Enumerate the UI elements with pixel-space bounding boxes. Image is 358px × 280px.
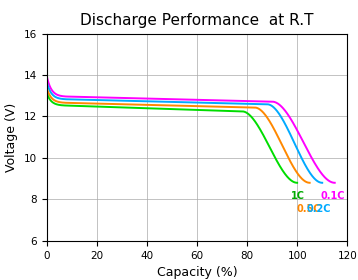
X-axis label: Capacity (%): Capacity (%) xyxy=(156,266,237,279)
Title: Discharge Performance  at R.T: Discharge Performance at R.T xyxy=(80,13,314,28)
Text: 0.2C: 0.2C xyxy=(307,204,331,214)
Y-axis label: Voltage (V): Voltage (V) xyxy=(5,102,18,172)
Text: 0.1C: 0.1C xyxy=(321,191,345,201)
Text: 0.5C: 0.5C xyxy=(297,204,321,214)
Text: 1C: 1C xyxy=(291,191,305,201)
